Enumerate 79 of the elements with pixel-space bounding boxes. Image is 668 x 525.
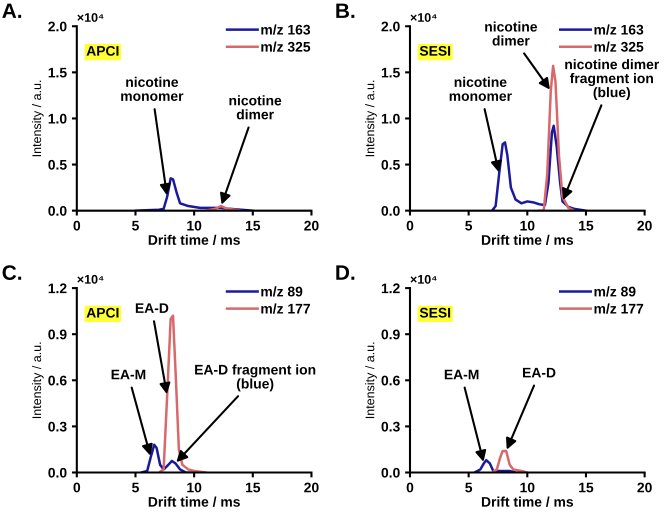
x-tick-label: 15 (579, 482, 594, 492)
y-tick-label: 0.0 (382, 468, 400, 478)
x-tick-label: 5 (132, 482, 139, 492)
legend-label: m/z 89 (261, 286, 302, 297)
x-axis-title: Drift time / ms (482, 496, 574, 507)
annotation: EA-D (522, 368, 556, 378)
text: ×10⁴ (77, 274, 104, 284)
x-tick-label: 0 (406, 220, 414, 231)
y-axis-title: Intensity / a.u. (365, 342, 377, 418)
y-axis-title: Intensity / a.u. (32, 342, 44, 418)
x-tick-label: 20 (304, 220, 319, 231)
y-tick-label: 0.0 (382, 206, 400, 216)
annotation: EA-M (112, 370, 146, 380)
y-tick-label: 0.3 (48, 422, 67, 432)
annotation: nicotine monomer (121, 76, 184, 101)
legend-label: m/z 325 (594, 42, 644, 52)
annotation: SESI (420, 308, 450, 318)
y-tick-label: 1.0 (48, 114, 67, 124)
x-tick-label: 10 (187, 220, 202, 231)
x-tick-label: 0 (406, 482, 414, 492)
chart-title: C. (2, 265, 22, 280)
x-tick-label: 5 (465, 220, 472, 231)
legend-label: m/z 177 (594, 303, 644, 314)
annotation: nicotine dimer (229, 95, 282, 120)
y-tick-label: 0.3 (382, 422, 400, 432)
chart-title: B. (336, 4, 354, 18)
x-axis-title: Drift time / ms (148, 234, 240, 246)
y-tick-label: 2.0 (381, 22, 400, 32)
x-tick-label: 0 (74, 220, 80, 231)
x-tick-label: 15 (246, 482, 260, 492)
y-axis-title: Intensity / a.u. (365, 80, 377, 156)
annotation: SESI (420, 46, 450, 56)
x-tick-label: 10 (520, 220, 534, 231)
x-tick-label: 20 (304, 482, 319, 492)
legend-label: m/z 163 (594, 24, 644, 35)
y-axis-title: Intensity / a.u. (32, 80, 44, 156)
y-tick-label: 2.0 (48, 22, 67, 32)
annotation: APCI (86, 308, 118, 318)
annotation: nicotine dimer fragment ion (blue) (565, 59, 660, 100)
x-tick-label: 15 (579, 220, 594, 231)
x-tick-label: 20 (637, 220, 652, 231)
legend-label: m/z 89 (594, 286, 636, 297)
y-tick-label: 0.6 (48, 376, 67, 386)
x-axis-title: Drift time / ms (482, 234, 574, 246)
x-tick-label: 5 (465, 482, 472, 492)
legend-label: m/z 163 (261, 24, 310, 35)
annotation: EA-M (444, 370, 478, 380)
y-tick-label: 0.0 (48, 468, 67, 478)
text: ×10⁴ (77, 13, 104, 22)
x-tick-label: 15 (246, 220, 260, 231)
text: ×10⁴ (410, 13, 437, 22)
annotation: APCI (86, 46, 118, 56)
text: ×10⁴ (410, 274, 437, 284)
y-tick-label: 1.0 (382, 114, 400, 124)
y-tick-label: 0.0 (48, 206, 67, 216)
x-axis-title: Drift time / ms (148, 496, 240, 507)
y-tick-label: 0.6 (382, 376, 400, 386)
y-tick-label: 1.2 (48, 283, 67, 294)
x-tick-label: 20 (637, 482, 652, 492)
y-tick-label: 0.9 (382, 330, 400, 340)
annotation: EA-D fragment ion (blue) (195, 364, 316, 392)
y-tick-label: 0.9 (48, 330, 67, 340)
annotation: nicotine dimer (485, 21, 538, 46)
legend-label: m/z 325 (261, 42, 310, 52)
x-tick-label: 10 (187, 482, 202, 492)
annotation: nicotine monomer (450, 76, 512, 101)
y-tick-label: 1.2 (382, 283, 400, 294)
x-tick-label: 10 (520, 482, 534, 492)
y-tick-label: 0.5 (48, 160, 67, 170)
line-series (490, 450, 529, 472)
x-tick-label: 0 (74, 482, 80, 492)
legend-label: m/z 177 (261, 303, 310, 314)
y-tick-label: 1.5 (48, 68, 67, 78)
chart-title: D. (336, 265, 354, 280)
y-tick-label: 0.5 (382, 160, 400, 170)
x-tick-label: 5 (132, 220, 139, 231)
annotation: EA-D (136, 303, 168, 313)
chart-title: A. (2, 4, 22, 18)
y-tick-label: 1.5 (382, 68, 400, 78)
